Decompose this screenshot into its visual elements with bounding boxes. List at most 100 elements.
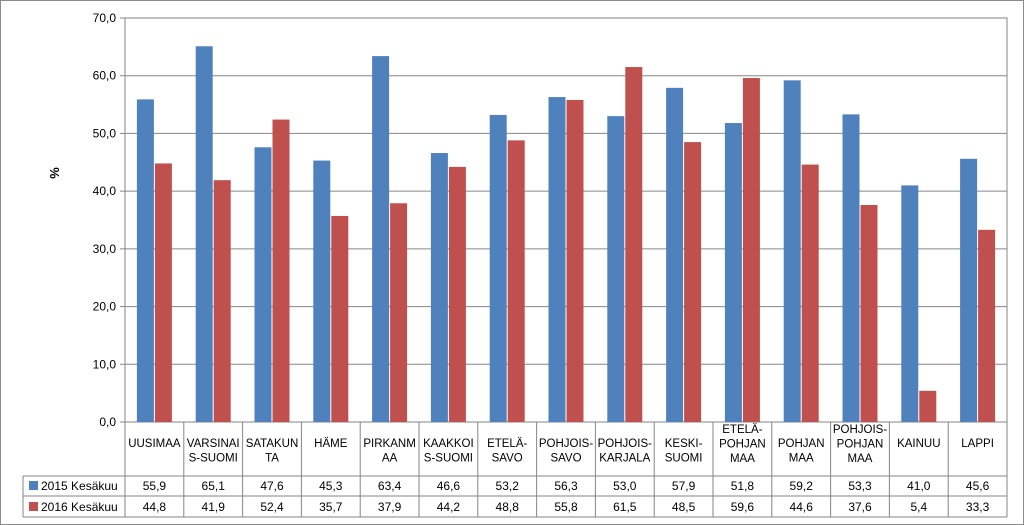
x-category-label: POHJAN [719, 439, 766, 451]
bar-series-1 [430, 153, 448, 422]
data-table-value: 65,1 [202, 479, 226, 493]
bar-series-2 [272, 119, 290, 422]
x-category-label: KARJALA [599, 453, 650, 465]
x-category-label: KAINUU [897, 438, 940, 450]
y-tick-label: 60,0 [93, 69, 117, 83]
bar-series-2 [860, 204, 878, 422]
data-table-value: 55,9 [143, 479, 167, 493]
bar-series-2 [566, 99, 584, 422]
x-category-label: HÄME [314, 438, 348, 450]
legend-label: 2015 Kesäkuu [41, 479, 118, 493]
data-table-value: 48,8 [496, 500, 520, 514]
x-category-label: SAVO [492, 453, 523, 465]
bar-series-2 [331, 215, 349, 422]
bar-series-1 [372, 56, 390, 422]
x-category-label: SUOMI [665, 453, 703, 465]
data-table-value: 59,2 [790, 479, 814, 493]
x-category-label: POHJAN [837, 439, 884, 451]
data-table-value: 52,4 [260, 500, 284, 514]
data-table-value: 45,3 [319, 479, 343, 493]
x-category-label: KESKI- [665, 438, 703, 450]
data-table-value: 53,0 [613, 479, 637, 493]
x-category-label: ETELÄ- [487, 438, 527, 450]
data-table-value: 44,6 [790, 500, 814, 514]
x-category-label: POHJOIS- [833, 424, 887, 436]
y-tick-label: 50,0 [93, 126, 117, 140]
bar-series-2 [919, 390, 937, 422]
x-category-label: POHJOIS- [539, 438, 593, 450]
data-table-value: 35,7 [319, 500, 343, 514]
data-table-value: 47,6 [260, 479, 284, 493]
y-tick-label: 20,0 [93, 300, 117, 314]
data-table-value: 45,6 [966, 479, 990, 493]
legend-swatch [29, 481, 38, 490]
bar-series-1 [254, 147, 272, 422]
bar-series-2 [978, 229, 996, 422]
data-table-value: 41,0 [907, 479, 931, 493]
bar-series-1 [313, 160, 331, 422]
y-axis-label: % [47, 167, 62, 179]
bar-series-2 [742, 78, 760, 422]
data-table-value: 56,3 [554, 479, 578, 493]
x-category-label: MAA [789, 453, 814, 465]
bar-series-1 [548, 97, 566, 422]
bar-series-2 [625, 67, 643, 423]
x-category-label: UUSIMAA [128, 438, 181, 450]
bar-series-1 [783, 80, 801, 423]
y-tick-label: 70,0 [93, 11, 117, 25]
bar-series-2 [154, 163, 172, 422]
data-table-value: 48,5 [672, 500, 696, 514]
x-category-label: TA [265, 453, 279, 465]
x-category-label: PIRKANM [363, 438, 415, 450]
bar-series-1 [842, 114, 860, 422]
bar-series-1 [724, 123, 742, 422]
y-tick-label: 0,0 [99, 415, 116, 429]
data-table-value: 44,8 [143, 500, 167, 514]
bar-series-2 [390, 203, 408, 422]
x-category-label: SAVO [550, 453, 581, 465]
x-category-label: MAA [730, 453, 755, 465]
x-category-label: POHJOIS- [598, 438, 652, 450]
bar-series-1 [489, 114, 507, 423]
data-table-value: 46,6 [437, 479, 461, 493]
data-table-value: 59,6 [731, 500, 755, 514]
data-table-value: 37,9 [378, 500, 402, 514]
bar-series-1 [195, 46, 213, 422]
y-tick-label: 10,0 [93, 357, 117, 371]
bar-series-2 [213, 180, 231, 422]
data-table-value: 5,4 [910, 500, 927, 514]
x-category-label: MAA [848, 453, 873, 465]
legend-label: 2016 Kesäkuu [41, 500, 118, 514]
data-table-value: 37,6 [848, 500, 872, 514]
data-table-value: 55,8 [554, 500, 578, 514]
bar-series-2 [684, 142, 702, 423]
x-category-label: VARSINAI [187, 438, 240, 450]
x-category-label: AA [382, 453, 398, 465]
y-tick-label: 30,0 [93, 242, 117, 256]
bar-series-2 [507, 140, 525, 422]
data-table-value: 57,9 [672, 479, 696, 493]
data-table-value: 51,8 [731, 479, 755, 493]
bar-series-1 [960, 158, 978, 422]
bar-series-2 [448, 166, 466, 422]
x-category-label: ETELÄ- [722, 424, 762, 436]
bar-series-1 [901, 185, 919, 422]
legend-swatch [29, 502, 38, 511]
y-tick-label: 40,0 [93, 184, 117, 198]
x-category-label: S-SUOMI [424, 453, 473, 465]
data-table-value: 61,5 [613, 500, 637, 514]
x-category-label: LAPPI [961, 438, 994, 450]
data-table-value: 33,3 [966, 500, 990, 514]
bar-series-2 [801, 164, 819, 422]
x-category-label: SATAKUN [246, 438, 299, 450]
data-table-value: 53,3 [848, 479, 872, 493]
x-category-label: POHJAN [778, 438, 825, 450]
bar-series-1 [607, 116, 625, 422]
data-table-value: 41,9 [202, 500, 226, 514]
data-table-value: 63,4 [378, 479, 402, 493]
x-category-label: KAAKKOI [423, 438, 474, 450]
x-category-label: S-SUOMI [189, 453, 238, 465]
data-table-value: 53,2 [496, 479, 520, 493]
